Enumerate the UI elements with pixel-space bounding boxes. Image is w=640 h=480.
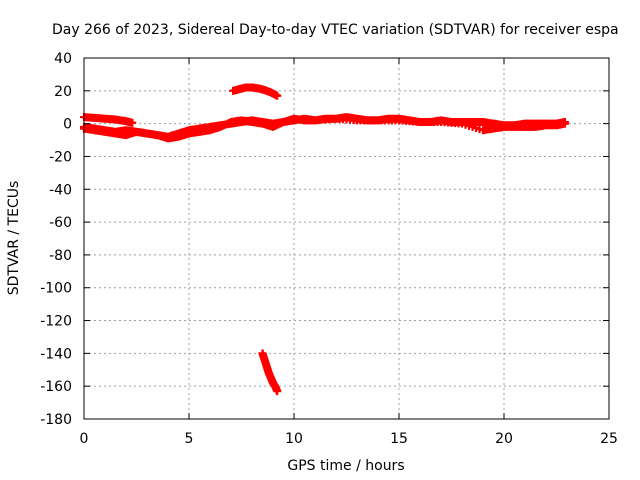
y-tick-label: -60 [49,215,72,231]
y-tick-label: -140 [40,346,72,362]
y-tick-label: -180 [40,412,72,428]
y-tick-label: -20 [49,149,72,165]
plot-frame [83,57,610,420]
y-tick-label: -40 [49,182,72,198]
y-tick-label: -100 [40,281,72,297]
y-tick-label: 20 [54,84,72,100]
grid-layer [84,58,609,419]
y-tick-label: -80 [49,248,72,264]
y-tick-label: 40 [54,51,72,67]
x-tick-label: 25 [600,431,618,447]
y-axis-label: SDTVAR / TECUs [6,181,22,296]
x-tick-label: 20 [495,431,513,447]
x-tick-label: 15 [390,431,408,447]
x-tick-label: 0 [80,431,89,447]
series-arc-near-8h [229,83,282,100]
tick-layer [83,57,610,420]
x-tick-label: 10 [285,431,303,447]
label-layer: 0 5 10 15 20 25 40 20 0 -20 -40 -60 -80 -100 -120 -140 -… [40,51,618,447]
y-tick-label: 0 [63,117,72,133]
x-tick-label: 5 [185,431,194,447]
y-tick-label: -160 [40,379,72,395]
data-point [273,387,282,396]
x-axis-label: GPS time / hours [287,458,404,474]
y-tick-label: -120 [40,314,72,330]
data-layer [80,83,569,396]
chart-title: Day 266 of 2023, Sidereal Day-to-day VTE… [52,22,619,38]
data-point [273,91,282,100]
data-point [128,118,137,127]
data-point [560,119,569,128]
series-outlier-drop [258,349,282,396]
series-secondary-trace [80,114,569,143]
